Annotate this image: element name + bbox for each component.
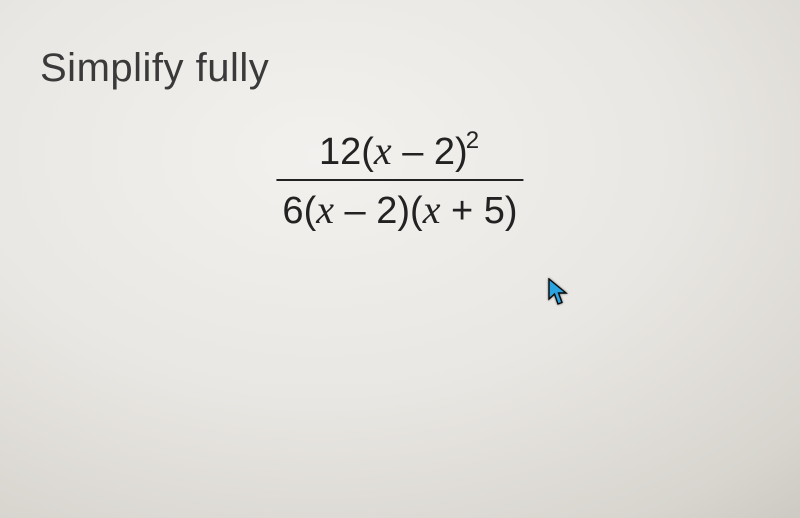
open-paren: (	[361, 131, 374, 173]
variable-x: x	[316, 187, 334, 232]
close-paren: )	[505, 190, 518, 232]
constant-2: 2	[434, 131, 455, 173]
problem-prompt: Simplify fully	[40, 46, 269, 91]
cursor-path	[549, 279, 566, 304]
fraction-numerator: 12(x – 2)2	[276, 128, 523, 175]
constant-5: 5	[484, 190, 505, 232]
numerator-coefficient: 12	[319, 131, 361, 173]
fraction-bar	[276, 179, 523, 181]
exponent-2: 2	[466, 127, 479, 154]
minus-op: –	[392, 131, 434, 173]
variable-x: x	[423, 187, 441, 232]
denominator-coefficient: 6	[282, 190, 303, 232]
fraction: 12(x – 2)2 6(x – 2)(x + 5)	[276, 128, 523, 233]
close-paren: )	[397, 190, 410, 232]
mouse-cursor-icon	[548, 278, 568, 306]
open-paren: (	[304, 190, 317, 232]
minus-op: –	[334, 190, 376, 232]
variable-x: x	[374, 128, 392, 173]
open-paren: (	[410, 190, 423, 232]
fraction-denominator: 6(x – 2)(x + 5)	[276, 187, 523, 234]
plus-op: +	[440, 190, 483, 232]
constant-2: 2	[376, 190, 397, 232]
